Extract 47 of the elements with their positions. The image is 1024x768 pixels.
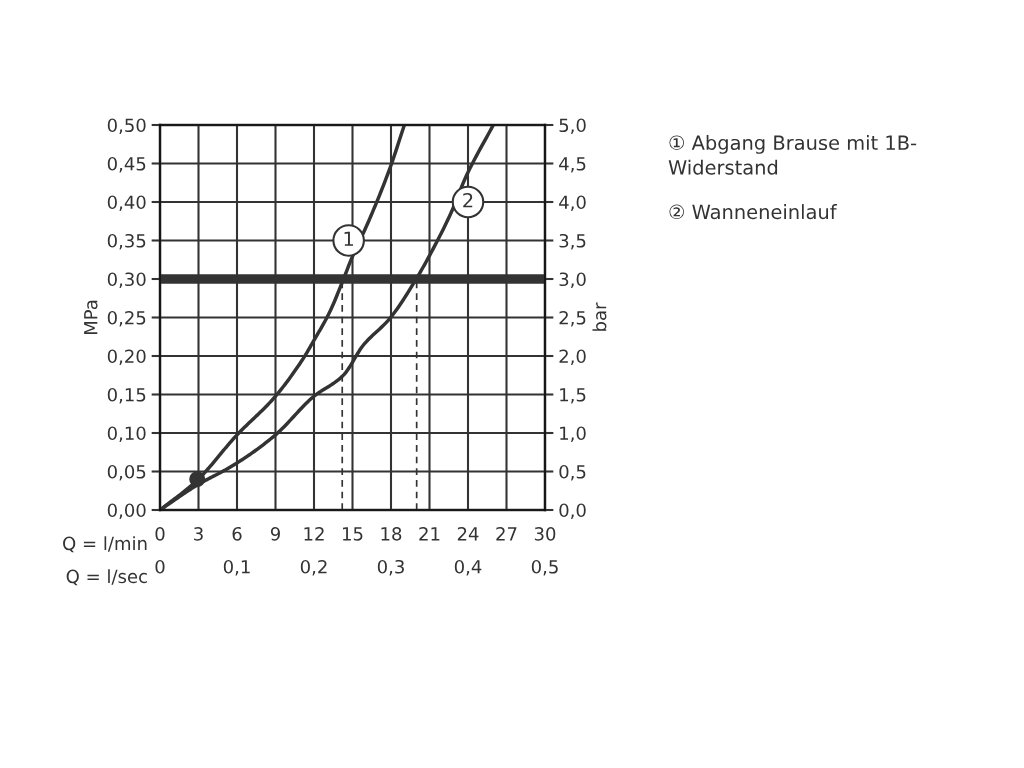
y-tick-label: 0,50 xyxy=(107,118,146,134)
y-tick-label: 0,00 xyxy=(107,503,146,519)
text: ① Abgang Brause mit 1B- Widerstand xyxy=(668,135,917,175)
x2-axis-title: Q = l/sec xyxy=(66,569,147,586)
y-tick-label: 0,20 xyxy=(107,349,146,365)
y-tick-label: 0,10 xyxy=(107,426,146,442)
x-tick-label: 3 xyxy=(194,526,203,541)
y2-tick-label: 0,5 xyxy=(559,464,586,481)
y-tick-label: 0,15 xyxy=(107,387,146,404)
x2-tick-label: 0,1 xyxy=(223,559,250,576)
y-tick-label: 0,45 xyxy=(107,156,146,173)
y2-tick-label: 2,0 xyxy=(559,349,586,365)
x2-tick-label: 0 xyxy=(155,559,165,574)
x2-tick-label: 0,3 xyxy=(377,559,404,576)
y2-tick-label: 2,5 xyxy=(559,310,586,327)
y2-tick-label: 4,0 xyxy=(559,195,586,211)
x-tick-label: 15 xyxy=(343,527,363,541)
x-tick-label: 27 xyxy=(496,526,517,541)
y2-axis-title: bar xyxy=(592,302,607,331)
y-tick-label: 0,25 xyxy=(107,310,146,327)
y-tick-label: 0,05 xyxy=(107,464,146,481)
x2-tick-label: 0,4 xyxy=(454,559,482,576)
y-tick-label: 0,35 xyxy=(107,233,146,250)
annotation: 2 xyxy=(463,192,473,208)
annotation: 1 xyxy=(344,231,354,246)
x-tick-label: 24 xyxy=(457,526,479,541)
x-tick-label: 6 xyxy=(232,526,242,541)
y2-tick-label: 5,0 xyxy=(559,118,586,134)
y2-tick-label: 4,5 xyxy=(559,157,586,173)
y-tick-label: 0,30 xyxy=(107,272,146,288)
x-tick-label: 30 xyxy=(534,526,556,541)
y2-tick-label: 1,5 xyxy=(560,388,586,404)
y-tick-label: 0,40 xyxy=(107,195,146,211)
y2-tick-label: 1,0 xyxy=(560,426,586,442)
text: ② Wanneneinlauf xyxy=(669,204,837,220)
x-tick-label: 18 xyxy=(381,526,402,541)
x-tick-label: 9 xyxy=(270,526,280,541)
y2-tick-label: 0,0 xyxy=(559,503,586,519)
y-axis-title: MPa xyxy=(84,300,98,335)
x2-tick-label: 0,5 xyxy=(531,559,558,576)
x-tick-label: 21 xyxy=(419,526,440,541)
x-tick-label: 0 xyxy=(155,526,165,541)
y2-tick-label: 3,5 xyxy=(559,233,586,250)
y2-tick-label: 3,0 xyxy=(559,272,586,288)
x-axis-title: Q = l/min xyxy=(63,536,147,553)
x2-tick-label: 0,2 xyxy=(300,559,327,576)
x-tick-label: 12 xyxy=(304,526,324,541)
